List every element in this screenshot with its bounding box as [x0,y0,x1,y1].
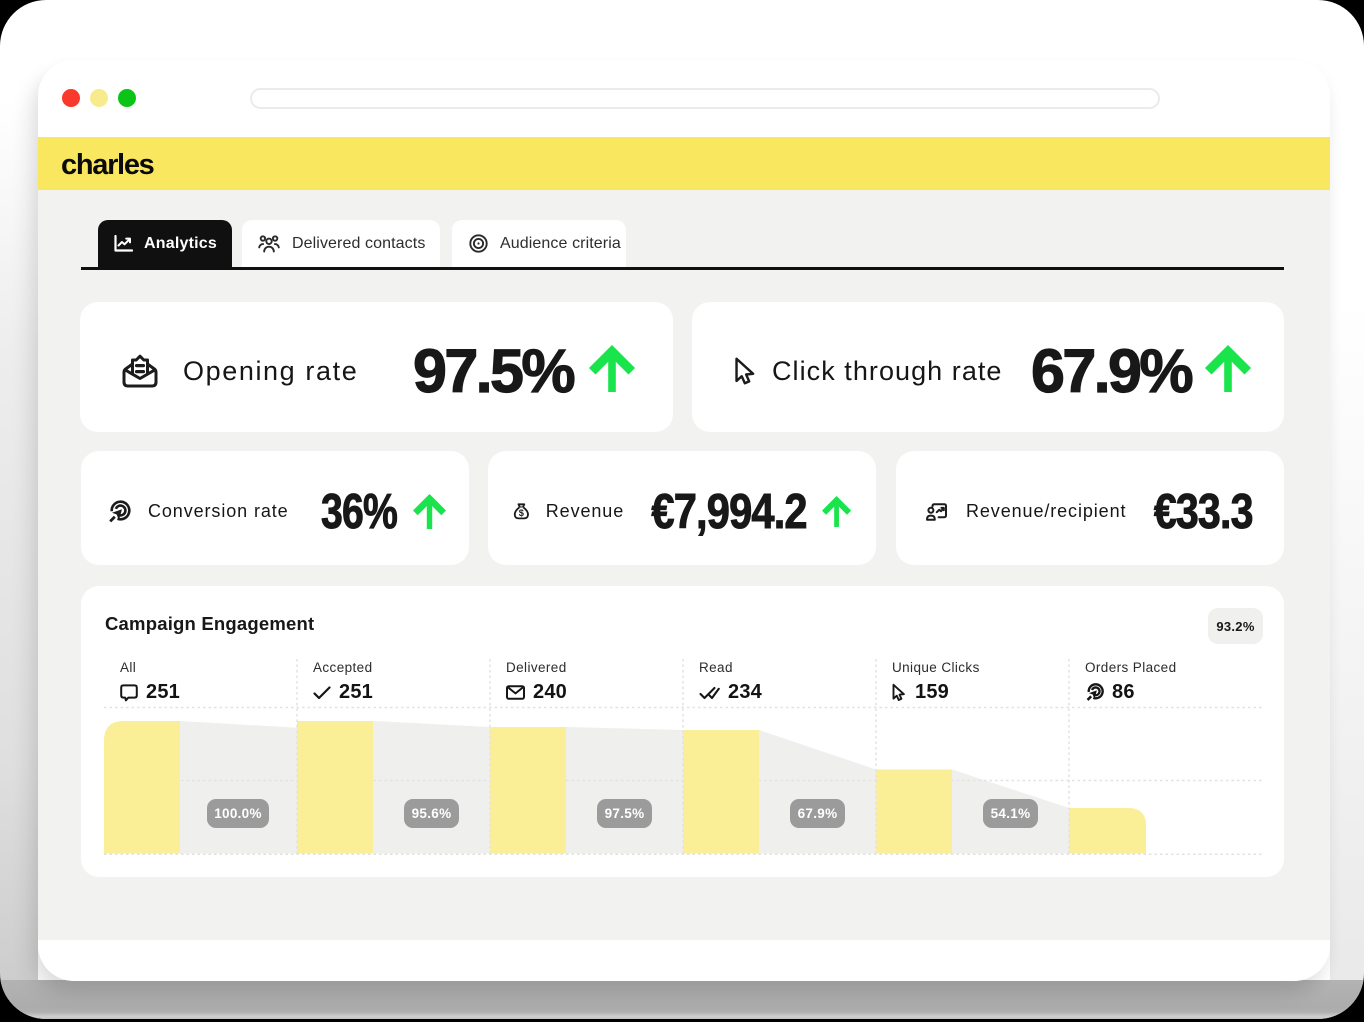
svg-text:$: $ [519,508,525,518]
